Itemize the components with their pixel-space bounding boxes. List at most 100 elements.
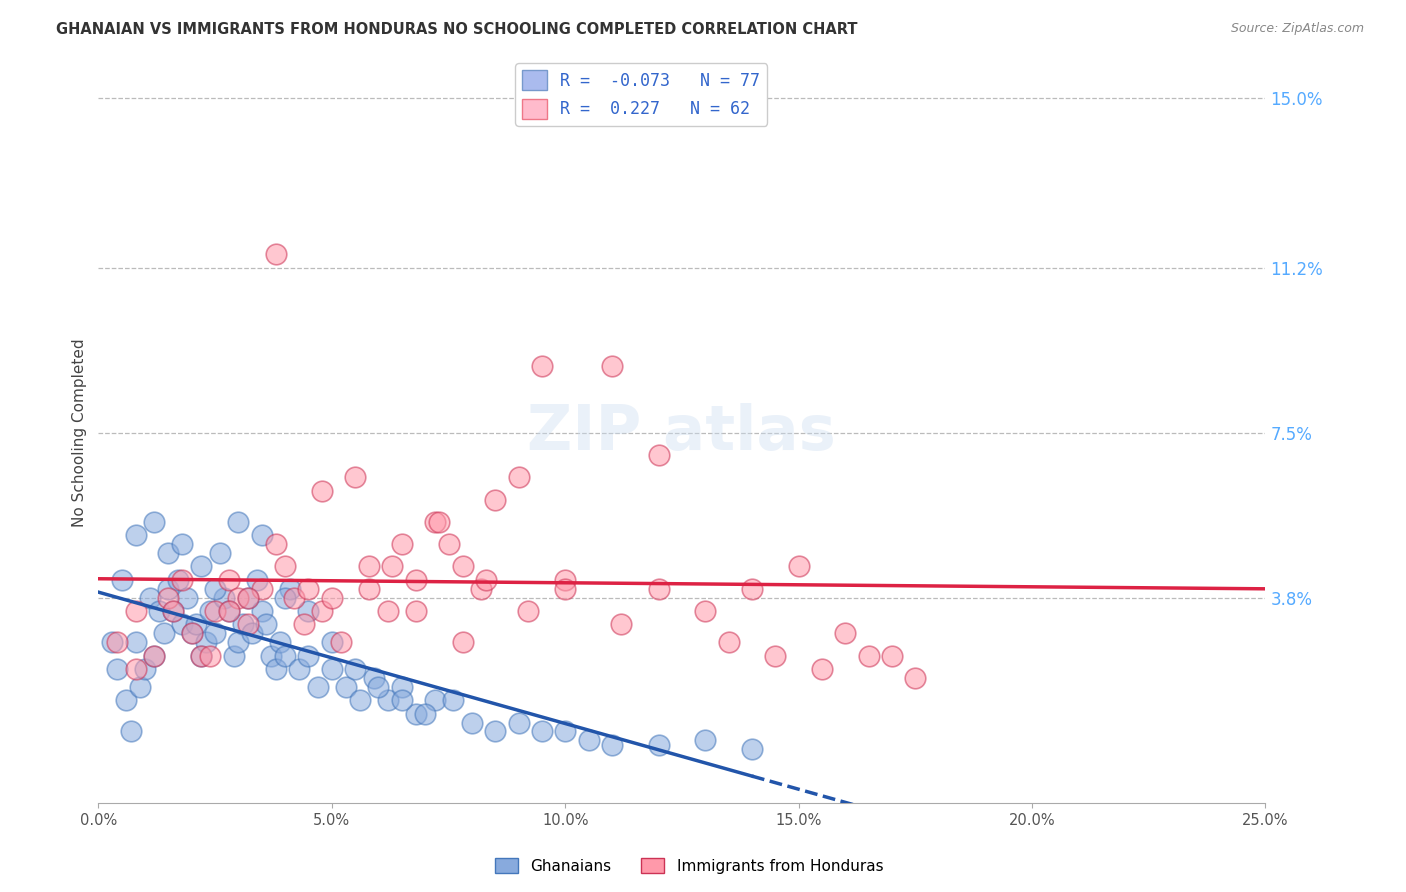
Point (264, 537, 287, 551)
Point (120, 724, 142, 739)
Point (143, 648, 166, 663)
Point (321, 635, 343, 649)
Point (335, 680, 357, 694)
Point (176, 591, 198, 605)
Point (157, 546, 180, 560)
Point (274, 559, 297, 574)
Point (143, 515, 166, 529)
Point (297, 648, 319, 663)
Point (172, 617, 194, 632)
Point (125, 528, 148, 542)
Point (451, 559, 474, 574)
Point (200, 648, 222, 663)
Point (288, 662, 311, 676)
Point (139, 591, 162, 605)
Legend: Ghanaians, Immigrants from Honduras: Ghanaians, Immigrants from Honduras (488, 852, 890, 880)
Point (218, 604, 240, 618)
Point (530, 724, 553, 739)
Point (344, 470, 367, 484)
Point (858, 648, 880, 663)
Point (236, 617, 259, 632)
Point (763, 648, 786, 663)
Point (256, 617, 278, 632)
Point (111, 573, 134, 587)
Point (367, 680, 389, 694)
Point (194, 635, 217, 649)
Y-axis label: No Schooling Completed: No Schooling Completed (72, 338, 87, 527)
Point (297, 604, 319, 618)
Point (292, 617, 315, 632)
Point (741, 742, 763, 756)
Point (377, 604, 399, 618)
Point (451, 635, 474, 649)
Point (787, 559, 810, 574)
Point (297, 582, 319, 596)
Point (204, 604, 226, 618)
Point (554, 582, 576, 596)
Point (172, 537, 194, 551)
Text: GHANAIAN VS IMMIGRANTS FROM HONDURAS NO SCHOOLING COMPLETED CORRELATION CHART: GHANAIAN VS IMMIGRANTS FROM HONDURAS NO … (56, 22, 858, 37)
Point (157, 591, 180, 605)
Point (834, 626, 856, 640)
Point (405, 573, 427, 587)
Point (508, 715, 530, 730)
Point (423, 515, 446, 529)
Point (283, 591, 305, 605)
Point (250, 528, 273, 542)
Point (880, 648, 903, 663)
Point (242, 626, 264, 640)
Point (427, 515, 450, 529)
Point (228, 635, 250, 649)
Point (647, 582, 669, 596)
Point (413, 706, 436, 721)
Point (344, 662, 367, 676)
Point (180, 626, 202, 640)
Point (600, 359, 623, 373)
Point (246, 573, 269, 587)
Legend: R =  -0.073   N = 77, R =  0.227   N = 62: R = -0.073 N = 77, R = 0.227 N = 62 (515, 63, 766, 126)
Point (904, 671, 927, 685)
Point (484, 724, 506, 739)
Point (232, 617, 254, 632)
Text: Source: ZipAtlas.com: Source: ZipAtlas.com (1230, 22, 1364, 36)
Point (186, 617, 208, 632)
Point (516, 604, 538, 618)
Point (228, 515, 250, 529)
Point (105, 662, 128, 676)
Point (363, 671, 385, 685)
Point (274, 648, 297, 663)
Point (166, 573, 188, 587)
Point (554, 573, 576, 587)
Point (647, 738, 669, 752)
Point (204, 626, 226, 640)
Point (610, 617, 633, 632)
Point (250, 604, 273, 618)
Point (218, 573, 240, 587)
Point (307, 680, 329, 694)
Point (264, 247, 287, 261)
Point (311, 483, 333, 498)
Point (359, 582, 381, 596)
Point (423, 693, 446, 707)
Point (695, 733, 717, 747)
Point (321, 591, 343, 605)
Point (143, 648, 166, 663)
Point (190, 648, 212, 663)
Point (554, 724, 576, 739)
Point (236, 591, 259, 605)
Point (484, 492, 506, 507)
Point (250, 582, 273, 596)
Point (264, 662, 287, 676)
Point (236, 591, 259, 605)
Point (172, 573, 194, 587)
Point (441, 693, 464, 707)
Point (228, 591, 250, 605)
Point (101, 635, 124, 649)
Point (180, 626, 202, 640)
Point (125, 662, 148, 676)
Point (125, 635, 148, 649)
Point (125, 604, 148, 618)
Point (190, 559, 212, 574)
Point (222, 648, 245, 663)
Point (200, 604, 222, 618)
